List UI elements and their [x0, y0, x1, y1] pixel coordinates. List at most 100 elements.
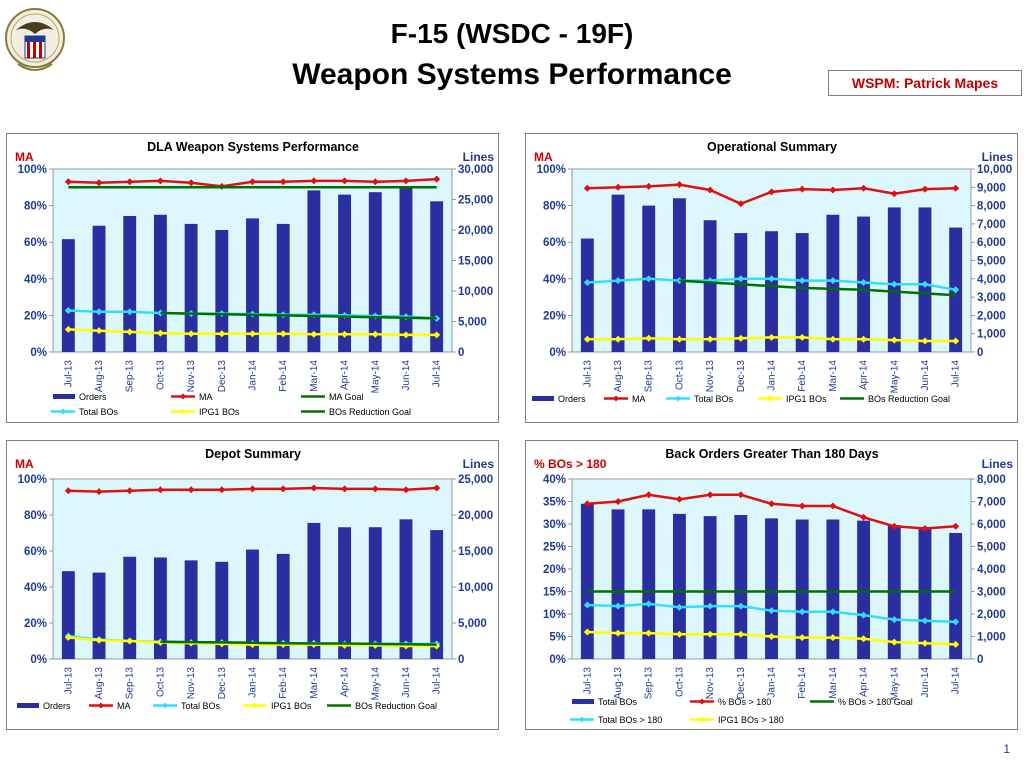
x-tick-label: Jan-14: [248, 360, 259, 391]
data-point: [187, 486, 195, 494]
data-point: [614, 498, 622, 505]
data-point: [860, 335, 868, 343]
series-total-bos: [583, 275, 960, 294]
data-point: [737, 602, 745, 610]
data-point: [675, 630, 683, 638]
legend-label: % BOs > 180: [718, 697, 771, 707]
data-point: [583, 278, 591, 286]
series-total-bos-180: [583, 600, 960, 626]
data-point: [583, 184, 591, 192]
bar: [338, 527, 352, 659]
legend-label: MA: [117, 701, 131, 711]
data-point: [860, 611, 868, 619]
bar: [949, 533, 963, 659]
chart-title: Back Orders Greater Than 180 Days: [665, 447, 878, 461]
chart-title: Depot Summary: [205, 447, 301, 461]
data-point: [737, 630, 745, 638]
data-point: [402, 486, 410, 494]
legend-swatch: [53, 394, 75, 399]
data-point: [737, 200, 745, 208]
legend-marker: [579, 716, 585, 723]
right-tick-label: 0: [458, 347, 464, 359]
legend-item-ipg1-bos-180: IPG1 BOs > 180: [690, 715, 784, 725]
series-ma: [64, 175, 441, 190]
data-point: [952, 522, 960, 530]
data-point: [583, 500, 591, 508]
x-tick-label: Mar-14: [828, 360, 839, 392]
right-tick-label: 5,000: [458, 317, 487, 329]
legend-label: Total BOs: [694, 394, 734, 404]
data-point: [737, 334, 745, 342]
data-point: [341, 485, 349, 493]
data-point: [890, 280, 898, 288]
bar: [307, 190, 321, 352]
bar: [918, 207, 932, 352]
bar: [642, 509, 656, 659]
bar: [399, 519, 413, 659]
data-point: [64, 178, 72, 186]
bar: [795, 233, 809, 352]
legend-item-bos-180-goal: % BOs > 180 Goal: [810, 697, 913, 707]
x-tick-label: Feb-14: [797, 667, 808, 699]
x-tick-label: Aug-13: [94, 667, 105, 700]
right-tick-label: 25,000: [458, 195, 493, 207]
legend-marker: [767, 395, 773, 402]
series-bos-reduction-goal: [160, 640, 437, 646]
legend-label: Orders: [79, 392, 107, 402]
legend-item-total-bos: Total BOs: [572, 697, 638, 707]
right-tick-label: 0: [977, 347, 983, 359]
right-tick-label: 10,000: [458, 582, 493, 594]
bar: [734, 233, 748, 352]
data-point: [860, 278, 868, 286]
data-point: [737, 275, 745, 283]
bar: [672, 513, 686, 659]
data-point: [645, 600, 653, 608]
legend-item-ma: MA: [89, 701, 131, 711]
bar: [887, 207, 901, 352]
x-tick-label: Jul-14: [951, 667, 962, 695]
right-tick-label: 30,000: [458, 164, 493, 176]
left-tick-label: 5%: [549, 632, 566, 644]
data-point: [95, 308, 103, 316]
left-tick-label: 10%: [543, 609, 566, 621]
data-point: [890, 522, 898, 530]
legend-label: Orders: [43, 701, 71, 711]
left-tick-label: 0%: [549, 654, 566, 666]
right-axis-title: Lines: [982, 150, 1014, 164]
x-tick-label: Jun-14: [920, 360, 931, 391]
bar: [672, 198, 686, 352]
data-point: [433, 331, 441, 339]
data-point: [921, 185, 929, 193]
x-tick-label: Jul-13: [63, 360, 74, 388]
data-point: [614, 602, 622, 610]
bar: [215, 230, 229, 352]
data-point: [95, 488, 103, 496]
left-tick-label: 100%: [537, 164, 566, 176]
series-bos-reduction-goal: [160, 311, 437, 320]
data-point: [921, 639, 929, 647]
legend-label: BOs Reduction Goal: [329, 407, 411, 417]
bar: [338, 194, 352, 352]
x-tick-label: Mar-14: [309, 667, 320, 699]
x-tick-label: Oct-13: [155, 667, 166, 697]
data-point: [890, 616, 898, 624]
data-point: [249, 178, 256, 186]
left-tick-label: 35%: [543, 497, 566, 509]
data-point: [952, 184, 960, 192]
data-point: [310, 330, 318, 338]
bar: [246, 218, 259, 352]
right-tick-label: 1,000: [977, 632, 1006, 644]
x-tick-label: Nov-13: [705, 667, 716, 700]
legend-item-orders: Orders: [53, 392, 107, 402]
page-title-line1: F-15 (WSDC - 19F): [390, 18, 634, 49]
data-point: [890, 336, 898, 344]
bar: [580, 238, 594, 352]
x-tick-label: Dec-13: [736, 360, 747, 393]
legend-label: Total BOs: [79, 407, 119, 417]
series-line: [160, 311, 437, 320]
right-tick-label: 0: [977, 654, 983, 666]
data-point: [645, 334, 653, 342]
right-tick-label: 7,000: [977, 497, 1006, 509]
data-point: [126, 487, 134, 495]
legend-item-bos-180: % BOs > 180: [690, 697, 771, 707]
